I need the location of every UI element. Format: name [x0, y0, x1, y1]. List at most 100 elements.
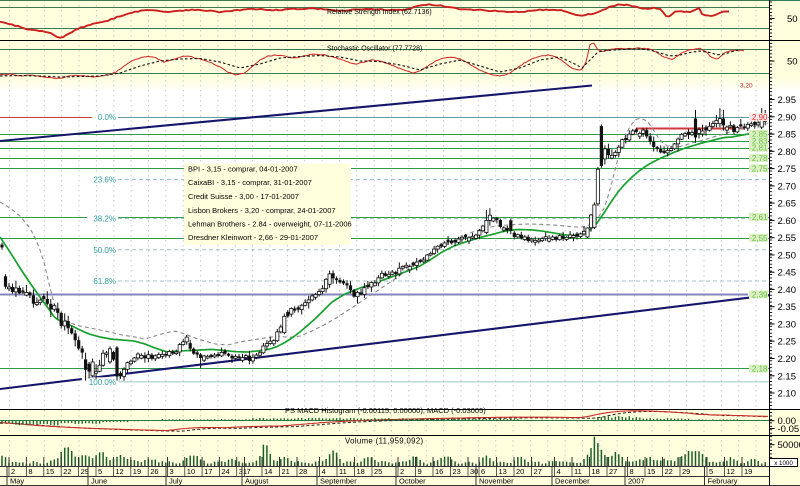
svg-text:2.80: 2.80 — [778, 147, 797, 158]
svg-text:2.50: 2.50 — [778, 250, 797, 261]
svg-text:2: 2 — [400, 467, 404, 476]
svg-text:2.85: 2.85 — [778, 130, 797, 141]
svg-text:2.15: 2.15 — [778, 371, 797, 382]
svg-text:18: 18 — [357, 467, 365, 476]
svg-text:2.40: 2.40 — [778, 285, 797, 296]
svg-text:x 1000: x 1000 — [774, 460, 793, 467]
svg-text:20: 20 — [516, 467, 524, 476]
svg-text:18: 18 — [592, 467, 600, 476]
svg-text:26: 26 — [150, 467, 158, 476]
svg-text:11: 11 — [574, 467, 582, 476]
svg-text:2,85: 2,85 — [752, 130, 768, 139]
svg-text:Credit Suisse - 3,00 - 17-01-2: Credit Suisse - 3,00 - 17-01-2007 — [188, 192, 299, 201]
svg-text:31: 31 — [239, 467, 247, 476]
svg-text:2.25: 2.25 — [778, 337, 797, 348]
svg-text:3,20: 3,20 — [740, 83, 753, 90]
svg-text:Relative Strength Index (62.71: Relative Strength Index (62.7136) — [327, 9, 432, 16]
svg-text:October: October — [399, 476, 426, 485]
svg-text:2,75: 2,75 — [752, 164, 768, 173]
svg-text:14: 14 — [264, 467, 272, 476]
svg-text:2.45: 2.45 — [778, 268, 797, 279]
svg-text:August: August — [245, 476, 269, 485]
svg-text:2.55: 2.55 — [778, 233, 797, 244]
svg-text:5: 5 — [98, 467, 102, 476]
svg-text:23: 23 — [453, 467, 461, 476]
svg-text:50: 50 — [787, 14, 798, 25]
svg-text:4: 4 — [557, 467, 561, 476]
svg-text:6: 6 — [481, 467, 485, 476]
svg-text:19: 19 — [744, 467, 752, 476]
svg-text:2.35: 2.35 — [778, 302, 797, 313]
svg-text:29: 29 — [682, 467, 690, 476]
svg-text:15: 15 — [46, 467, 54, 476]
svg-text:2,78: 2,78 — [752, 154, 768, 163]
svg-text:Dresdner Kleinwort - 2,66 - 29: Dresdner Kleinwort - 2,66 - 29-01-2007 — [188, 233, 318, 242]
svg-text:2,81: 2,81 — [752, 144, 768, 153]
svg-text:25: 25 — [374, 467, 382, 476]
svg-text:2,55: 2,55 — [752, 234, 768, 243]
svg-text:10: 10 — [187, 467, 195, 476]
svg-text:2.70: 2.70 — [778, 181, 797, 192]
svg-text:2.10: 2.10 — [778, 389, 797, 400]
svg-text:0.00: 0.00 — [778, 416, 797, 427]
svg-text:19: 19 — [133, 467, 141, 476]
svg-text:29: 29 — [81, 467, 89, 476]
svg-text:50.0%: 50.0% — [93, 246, 116, 255]
svg-text:7: 7 — [247, 467, 251, 476]
svg-text:22: 22 — [63, 467, 71, 476]
svg-text:June: June — [91, 476, 107, 485]
svg-text:38.2%: 38.2% — [93, 215, 116, 224]
svg-text:2,39: 2,39 — [752, 291, 768, 300]
svg-text:-0.05: -0.05 — [778, 424, 800, 435]
svg-text:61.8%: 61.8% — [93, 277, 116, 286]
svg-text:2.65: 2.65 — [778, 199, 797, 210]
svg-text:17: 17 — [204, 467, 212, 476]
svg-text:2.30: 2.30 — [778, 320, 797, 331]
svg-text:2,83: 2,83 — [752, 137, 768, 146]
svg-text:May: May — [10, 476, 24, 485]
svg-text:2.60: 2.60 — [778, 216, 797, 227]
svg-text:12: 12 — [727, 467, 735, 476]
svg-text:February: February — [708, 476, 738, 485]
svg-text:22: 22 — [665, 467, 673, 476]
svg-text:21: 21 — [282, 467, 290, 476]
svg-text:23.6%: 23.6% — [93, 176, 116, 185]
svg-text:0.0%: 0.0% — [98, 113, 116, 122]
svg-text:8: 8 — [630, 467, 634, 476]
svg-text:PS MACD Histogram (-0.00115, 0: PS MACD Histogram (-0.00115, 0.00000), M… — [285, 406, 486, 415]
svg-text:2.75: 2.75 — [778, 164, 797, 175]
svg-text:Lisbon Brokers - 3,20 - compra: Lisbon Brokers - 3,20 - comprar, 24-01-2… — [188, 206, 336, 215]
svg-text:50: 50 — [787, 57, 798, 68]
svg-text:2.90: 2.90 — [778, 112, 797, 123]
svg-text:28: 28 — [299, 467, 307, 476]
svg-text:100.0%: 100.0% — [89, 378, 116, 387]
svg-text:13: 13 — [499, 467, 507, 476]
svg-text:16: 16 — [435, 467, 443, 476]
svg-text:2,90: 2,90 — [752, 113, 768, 122]
svg-text:BPI - 3,15 - comprar, 04-01-20: BPI - 3,15 - comprar, 04-01-2007 — [188, 165, 298, 174]
svg-text:30: 30 — [470, 467, 478, 476]
svg-text:27: 27 — [534, 467, 542, 476]
svg-text:15: 15 — [647, 467, 655, 476]
svg-text:9: 9 — [418, 467, 422, 476]
svg-text:Lehman Brothers - 2.84 - overw: Lehman Brothers - 2.84 - overweight, 07-… — [188, 220, 352, 229]
svg-text:September: September — [320, 476, 357, 485]
svg-text:Volume (11,959,092): Volume (11,959,092) — [345, 437, 424, 446]
svg-text:2.20: 2.20 — [778, 354, 797, 365]
svg-text:July: July — [169, 476, 183, 485]
svg-text:2007: 2007 — [628, 476, 645, 485]
svg-text:2: 2 — [11, 467, 15, 476]
svg-text:12: 12 — [115, 467, 123, 476]
svg-text:November: November — [479, 476, 514, 485]
svg-text:11: 11 — [339, 467, 347, 476]
svg-text:2.95: 2.95 — [778, 95, 797, 106]
svg-text:4: 4 — [322, 467, 326, 476]
svg-text:3: 3 — [170, 467, 174, 476]
svg-text:50000: 50000 — [778, 440, 800, 451]
svg-text:CaixaBI - 3,15 - comprar, 31-0: CaixaBI - 3,15 - comprar, 31-01-2007 — [188, 178, 312, 187]
svg-text:24: 24 — [221, 467, 229, 476]
svg-text:Stochastic Oscillator (77.7728: Stochastic Oscillator (77.7728) — [327, 46, 422, 53]
svg-text:27: 27 — [609, 467, 617, 476]
svg-text:December: December — [555, 476, 590, 485]
svg-text:5: 5 — [709, 467, 713, 476]
